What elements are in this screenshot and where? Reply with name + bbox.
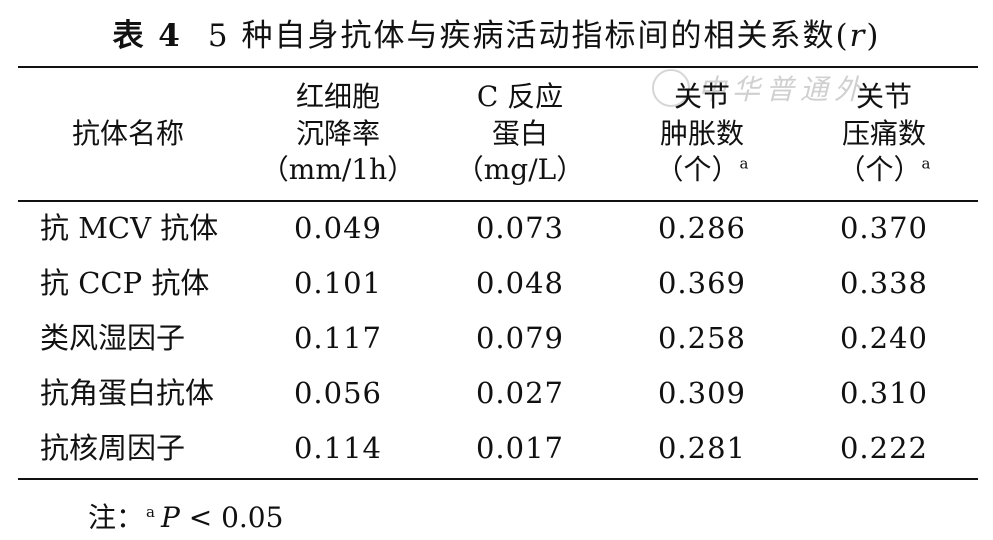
header-line: 沉降率 [295,116,380,150]
header-unit: （个） [837,153,922,187]
cell-tender: 0.222 [839,431,929,465]
table-title-main: 5 种自身抗体与疾病活动指标间的相关系数( [207,18,850,54]
header-crp: C 反应 蛋白 （mg/L） [430,70,610,198]
cell-swollen: 0.369 [657,266,747,300]
table-row: 抗核周因子 0.114 0.017 0.281 0.222 [0,421,993,476]
cell-esr: 0.114 [293,431,383,465]
footnote-p-symbol: P [160,501,180,534]
header-line: 肿胀数 [659,116,744,150]
row-antibody-name: 抗核周因子 [40,431,186,465]
table-label: 表 4 [112,18,182,54]
table-top-rule [18,66,978,68]
table-header-rule [18,200,978,202]
table-row: 类风湿因子 0.117 0.079 0.258 0.240 [0,311,993,366]
cell-tender: 0.338 [839,266,929,300]
cell-swollen: 0.309 [657,376,747,410]
header-line: （mg/L） [455,153,585,187]
watermark-text: 中华普通外 [698,73,869,106]
table-title-variable: r [849,18,867,54]
footnote-marker: a [739,155,749,174]
footnote-marker: a [921,155,931,174]
cell-esr: 0.056 [293,376,383,410]
header-tender-joints: 关节 压痛数 （个）a [794,70,974,198]
cell-crp: 0.048 [475,266,565,300]
footnote-condition: < 0.05 [179,501,284,534]
header-swollen-joints: 关节 肿胀数 （个）a [612,70,792,198]
header-line: （个）a [838,152,931,189]
footnote-prefix: 注： [88,501,145,534]
table-bottom-rule [18,478,978,480]
cell-crp: 0.073 [475,211,565,245]
seal-icon [652,69,690,107]
header-line: C 反应 [476,79,564,113]
header-line: 蛋白 [491,116,548,150]
cell-tender: 0.240 [839,321,929,355]
cell-tender: 0.310 [839,376,929,410]
header-line: （mm/1h） [260,153,416,187]
publisher-watermark: 中华普通外 [652,68,972,114]
header-line: 关节 [855,79,912,113]
cell-swollen: 0.281 [657,431,747,465]
cell-swollen: 0.258 [657,321,747,355]
row-antibody-name: 抗 CCP 抗体 [40,266,210,300]
row-antibody-name: 抗角蛋白抗体 [40,376,215,410]
cell-crp: 0.079 [475,321,565,355]
table-title-close: ) [866,18,881,54]
cell-crp: 0.027 [475,376,565,410]
table-footnote: 注： a P < 0.05 [88,496,283,536]
row-antibody-name: 抗 MCV 抗体 [40,211,219,245]
header-unit: （个） [655,153,740,187]
table-row: 抗 MCV 抗体 0.049 0.073 0.286 0.370 [0,201,993,256]
table-row: 抗角蛋白抗体 0.056 0.027 0.309 0.310 [0,366,993,421]
cell-esr: 0.049 [293,211,383,245]
cell-tender: 0.370 [839,211,929,245]
cell-crp: 0.017 [475,431,565,465]
cell-swollen: 0.286 [657,211,747,245]
header-line: （个）a [656,152,749,189]
cell-esr: 0.117 [293,321,383,355]
header-line: 压痛数 [841,116,926,150]
header-line: 抗体名称 [71,116,184,150]
header-antibody-name: 抗体名称 [18,70,238,198]
header-line: 关节 [673,79,730,113]
cell-esr: 0.101 [293,266,383,300]
table-row: 抗 CCP 抗体 0.101 0.048 0.369 0.338 [0,256,993,311]
row-antibody-name: 类风湿因子 [40,321,186,355]
header-esr: 红细胞 沉降率 （mm/1h） [248,70,428,198]
header-line: 红细胞 [295,79,380,113]
footnote-marker: a [146,502,155,521]
table-title: 表 4 5 种自身抗体与疾病活动指标间的相关系数(r) [0,10,993,55]
